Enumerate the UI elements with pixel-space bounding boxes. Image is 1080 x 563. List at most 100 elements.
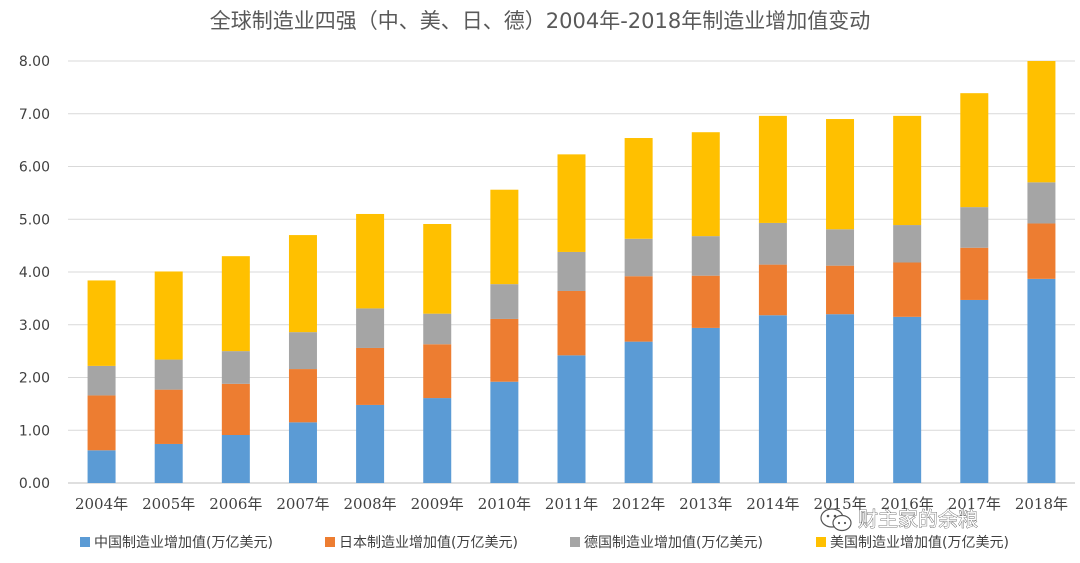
x-tick-label: 2009年 [411,495,464,513]
bar-segment [557,154,586,252]
bar-segment [154,389,183,444]
bars [87,61,1056,483]
y-axis: 0.00 1.00 2.00 3.00 4.00 5.00 6.00 7.00 8.00 [19,54,50,492]
bar-segment [557,290,586,356]
x-tick-label: 2018年 [1015,495,1068,513]
bar-segment [356,308,385,348]
bar-segment [154,271,183,360]
bar-segment [221,351,250,384]
bar-segment [758,222,787,265]
bar-segment [87,395,116,451]
y-tick-label: 6.00 [19,160,50,176]
legend-swatch [570,537,580,547]
y-tick-label: 8.00 [19,54,50,70]
bar-segment [624,341,653,483]
bar-segment [423,398,452,483]
x-tick-label: 2008年 [344,495,397,513]
watermark: 财主家的余粮 [820,507,978,532]
bar-segment [154,443,183,483]
legend-label: 美国制造业增加值(万亿美元) [830,535,1009,551]
bar-segment [691,236,720,276]
y-tick-label: 1.00 [19,423,50,439]
bar-segment [490,189,519,285]
bar-segment [490,284,519,319]
x-tick-label: 2007年 [276,495,329,513]
bar-segment [893,225,922,263]
bar-segment [288,235,317,333]
x-tick-label: 2011年 [545,495,598,513]
bar-segment [557,251,586,291]
legend: 中国制造业增加值(万亿美元) 日本制造业增加值(万亿美元) 德国制造业增加值(万亿美… [80,535,1009,551]
bar-segment [423,223,452,314]
bar-segment [154,359,183,390]
x-tick-label: 2013年 [679,495,732,513]
legend-swatch [325,537,335,547]
legend-swatch [80,537,90,547]
x-tick-label: 2014年 [746,495,799,513]
x-tick-label: 2005年 [142,495,195,513]
y-tick-label: 2.00 [19,371,50,387]
chart-title: 全球制造业四强（中、美、日、德）2004年-2018年制造业增加值变动 [210,9,870,33]
bar-segment [87,280,116,366]
legend-label: 中国制造业增加值(万亿美元) [94,535,273,551]
legend-label: 德国制造业增加值(万亿美元) [584,535,763,551]
bar-segment [691,132,720,237]
bar-segment [826,229,855,266]
bar-segment [1027,223,1056,279]
x-axis: 2004年 2005年 2006年 2007年 2008年 2009年 2010年 2011年… [75,495,1068,513]
legend-label: 日本制造业增加值(万亿美元) [339,535,518,551]
bar-segment [624,276,653,342]
bar-segment [356,404,385,483]
x-tick-label: 2012年 [612,495,665,513]
bar-segment [893,316,922,483]
watermark-text: 财主家的余粮 [858,507,978,531]
x-tick-label: 2004年 [75,495,128,513]
bar-segment [221,383,250,435]
bar-segment [691,275,720,328]
bar-segment [893,262,922,317]
bar-segment [960,93,989,208]
bar-segment [490,318,519,382]
wechat-icon [820,508,852,532]
bar-segment [87,365,116,396]
bar-segment [758,264,787,316]
bar-segment [691,327,720,483]
bar-segment [826,265,855,315]
x-tick-label: 2016年 [881,495,934,513]
bar-segment [423,313,452,345]
bar-segment [356,347,385,405]
bar-segment [826,119,855,230]
bar-segment [87,450,116,483]
y-tick-label: 0.00 [19,476,50,492]
x-tick-label: 2010年 [478,495,531,513]
y-tick-label: 4.00 [19,265,50,281]
bar-segment [960,247,989,300]
bar-segment [758,315,787,483]
bar-segment [288,332,317,370]
bar-segment [893,115,922,226]
bar-segment [221,256,250,352]
y-tick-label: 7.00 [19,107,50,123]
bar-segment [1027,61,1056,183]
bar-segment [826,314,855,483]
legend-swatch [816,537,826,547]
bar-segment [1027,182,1056,224]
bar-segment [423,344,452,399]
bar-segment [960,207,989,248]
bar-segment [221,434,250,483]
bar-segment [557,355,586,483]
x-tick-label: 2015年 [813,495,866,513]
bar-segment [288,422,317,483]
bar-segment [1027,278,1056,483]
bar-segment [624,238,653,277]
bar-segment [490,381,519,483]
bar-segment [758,115,787,223]
bar-segment [624,138,653,239]
bar-segment [288,369,317,423]
x-tick-label: 2006年 [209,495,262,513]
y-tick-label: 5.00 [19,212,50,228]
y-tick-label: 3.00 [19,318,50,334]
bar-segment [356,213,385,309]
bar-segment [960,299,989,483]
